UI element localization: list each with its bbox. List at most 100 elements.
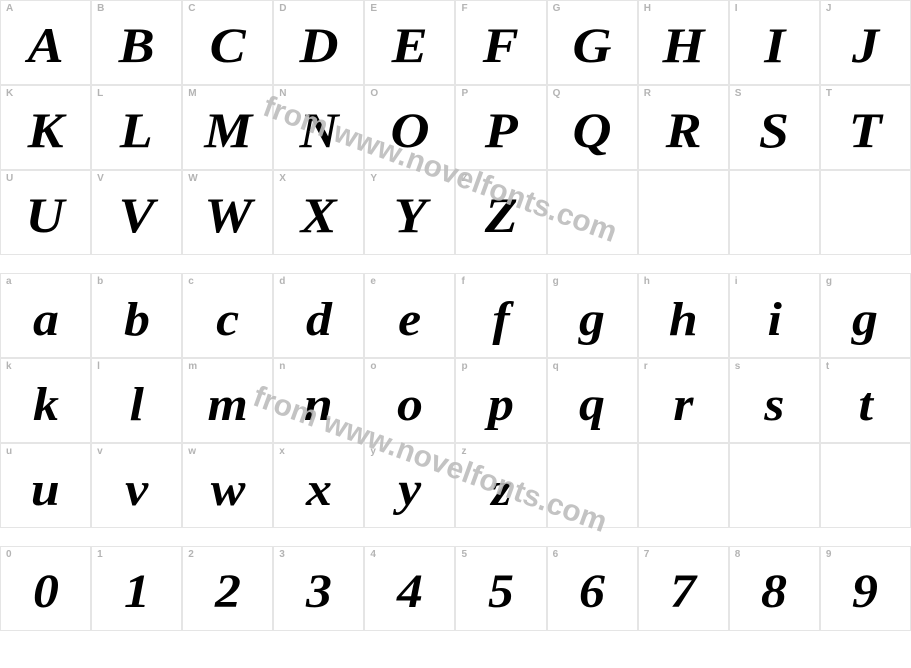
glyph-cell: oo (364, 358, 455, 443)
glyph-cell (729, 443, 820, 528)
glyph: g (579, 288, 605, 344)
glyph-cell: AA (0, 0, 91, 85)
glyph-cell: aa (0, 273, 91, 358)
cell-label: R (644, 88, 651, 99)
cell-label: d (279, 276, 285, 287)
glyph-cell: qq (547, 358, 638, 443)
cell-label: T (826, 88, 832, 99)
cell-label: F (461, 3, 467, 14)
glyph: p (488, 373, 514, 429)
glyph-cell: WW (182, 170, 273, 255)
glyph-cell: LL (91, 85, 182, 170)
grid-spacer (0, 255, 911, 273)
glyph: w (210, 458, 245, 514)
cell-label: f (461, 276, 465, 287)
glyph: 9 (852, 562, 878, 616)
glyph-cell: 77 (638, 546, 729, 631)
glyph-cell: FF (455, 0, 546, 85)
glyph-cell: xx (273, 443, 364, 528)
glyph: X (301, 186, 337, 240)
cell-label: g (553, 276, 559, 287)
glyph: u (31, 458, 60, 514)
cell-label: g (826, 276, 832, 287)
glyph-cell: GG (547, 0, 638, 85)
glyph-cell: NN (273, 85, 364, 170)
cell-label: B (97, 3, 104, 14)
glyph: v (125, 458, 148, 514)
glyph-cell: 44 (364, 546, 455, 631)
glyph-cell: cc (182, 273, 273, 358)
cell-label: 0 (6, 549, 12, 560)
glyph: C (210, 16, 246, 70)
glyph-cell: ee (364, 273, 455, 358)
glyph-cell: zz (455, 443, 546, 528)
glyph: T (849, 101, 882, 155)
glyph-cell (547, 170, 638, 255)
glyph: J (852, 16, 879, 70)
glyph: o (397, 373, 423, 429)
glyph: s (764, 373, 784, 429)
cell-label: U (6, 173, 13, 184)
glyph: R (665, 101, 701, 155)
glyph: 4 (397, 562, 423, 616)
glyph-cell: SS (729, 85, 820, 170)
glyph-cell (547, 443, 638, 528)
cell-label: 7 (644, 549, 650, 560)
glyph: x (306, 458, 332, 514)
glyph: N (299, 101, 338, 155)
cell-label: m (188, 361, 197, 372)
glyph-cell: gg (820, 273, 911, 358)
glyph-cell: 00 (0, 546, 91, 631)
glyph: h (669, 288, 698, 344)
glyph-cell: 22 (182, 546, 273, 631)
cell-label: M (188, 88, 197, 99)
glyph: S (759, 101, 789, 155)
glyph: m (208, 373, 248, 429)
glyph-cell: dd (273, 273, 364, 358)
glyph-cell: pp (455, 358, 546, 443)
glyph-cell: tt (820, 358, 911, 443)
glyph: G (573, 16, 612, 70)
glyph-cell: 11 (91, 546, 182, 631)
cell-label: I (735, 3, 738, 14)
cell-label: r (644, 361, 648, 372)
glyph: 8 (761, 562, 787, 616)
cell-label: t (826, 361, 830, 372)
glyph: n (304, 373, 333, 429)
glyph: D (299, 16, 338, 70)
glyph-cell: ff (455, 273, 546, 358)
glyph-cell: gg (547, 273, 638, 358)
cell-label: L (97, 88, 103, 99)
font-character-map: AABBCCDDEEFFGGHHIIJJKKLLMMNNOOPPQQRRSSTT… (0, 0, 911, 668)
glyph: Z (485, 186, 518, 240)
glyph: i (767, 288, 781, 344)
glyph-cell: VV (91, 170, 182, 255)
glyph-cell: kk (0, 358, 91, 443)
glyph-cell: rr (638, 358, 729, 443)
glyph-cell: TT (820, 85, 911, 170)
glyph: P (485, 101, 518, 155)
glyph: W (204, 186, 252, 240)
glyph-cell: 88 (729, 546, 820, 631)
glyph-cell: ZZ (455, 170, 546, 255)
glyph: 5 (488, 562, 514, 616)
cell-label: h (644, 276, 650, 287)
cell-label: 9 (826, 549, 832, 560)
glyph: B (119, 16, 155, 70)
glyph: b (124, 288, 150, 344)
glyph: 3 (306, 562, 332, 616)
glyph: K (28, 101, 64, 155)
glyph-cell: uu (0, 443, 91, 528)
glyph-cell: 55 (455, 546, 546, 631)
cell-label: S (735, 88, 742, 99)
cell-label: N (279, 88, 286, 99)
glyph: Q (573, 101, 612, 155)
glyph: c (216, 288, 239, 344)
cell-label: V (97, 173, 104, 184)
glyph-cell: bb (91, 273, 182, 358)
glyph: M (204, 101, 252, 155)
glyph-cell: 66 (547, 546, 638, 631)
glyph-cell: OO (364, 85, 455, 170)
cell-label: c (188, 276, 194, 287)
glyph: E (392, 16, 428, 70)
